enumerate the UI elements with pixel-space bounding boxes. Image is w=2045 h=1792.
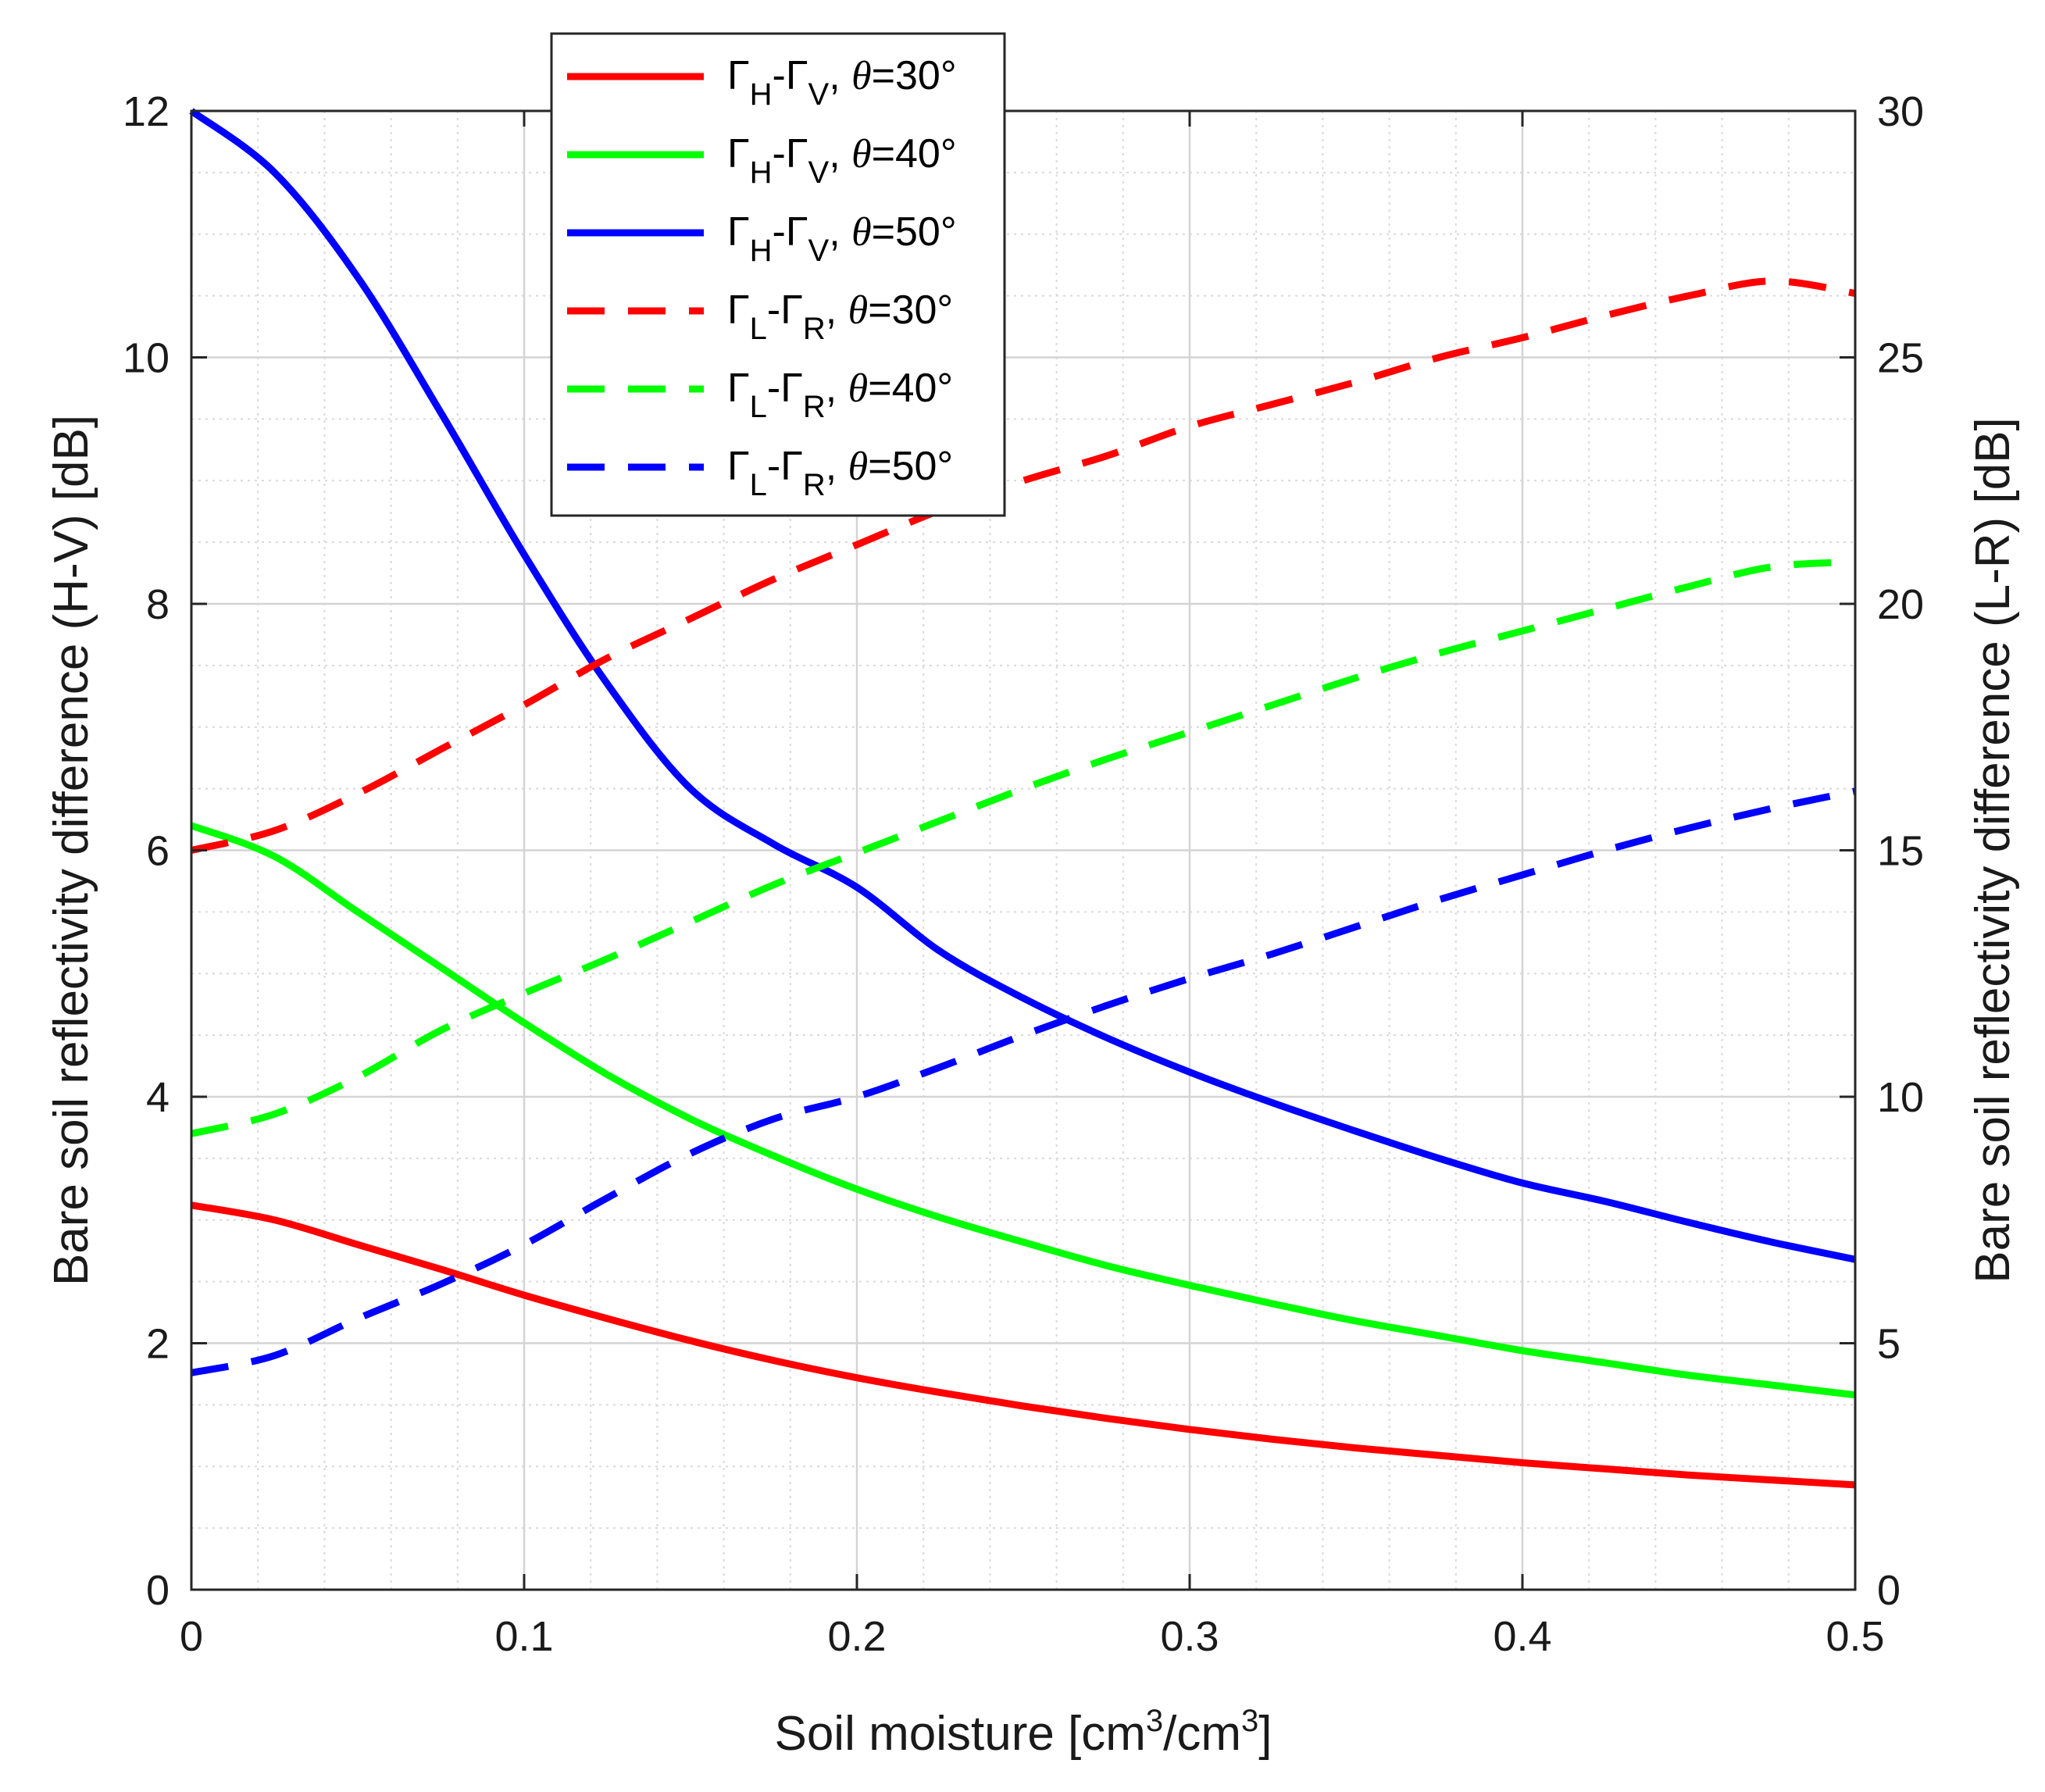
legend-label-5: ΓL-ΓR, θ=40°: [727, 366, 953, 424]
y-axis-label-left: Bare soil reflectivity difference (H-V) …: [45, 415, 98, 1286]
legend-label-2: ΓH-ΓV, θ=40°: [727, 131, 957, 190]
legend-label-1: ΓH-ΓV, θ=30°: [727, 53, 957, 112]
legend-label-3: ΓH-ΓV, θ=50°: [727, 209, 957, 268]
y-axis-label-right: Bare soil reflectivity difference (L-R) …: [1966, 417, 2020, 1283]
legend-label-4: ΓL-ΓR, θ=30°: [727, 287, 953, 346]
y-tick-label-right: 5: [1877, 1321, 1900, 1368]
y-tick-label-right: 0: [1877, 1567, 1900, 1614]
y-tick-label-left: 0: [146, 1567, 170, 1614]
x-tick-label: 0.5: [1826, 1613, 1884, 1660]
series-line-2: [190, 822, 1856, 1399]
legend-box: [550, 32, 1006, 517]
series-line-6: [191, 787, 1856, 1376]
y-tick-label-left: 12: [123, 88, 170, 135]
y-tick-label-right: 30: [1877, 88, 1924, 135]
y-tick-label-left: 2: [146, 1321, 170, 1368]
x-tick-label: 0.4: [1493, 1613, 1551, 1660]
y-tick-label-right: 15: [1877, 828, 1924, 875]
series-layer: [189, 108, 1856, 1489]
series-line-5: [190, 558, 1856, 1137]
series-line-4: [190, 277, 1856, 854]
series-line-1: [191, 1201, 1856, 1489]
y-tick-label-right: 25: [1877, 335, 1924, 382]
y-tick-label-right: 20: [1877, 581, 1924, 628]
legend-label-6: ΓL-ΓR, θ=50°: [727, 444, 953, 502]
x-tick-label: 0: [180, 1613, 203, 1660]
y-tick-label-left: 8: [146, 581, 170, 628]
x-axis-label: Soil moisture [cm3/cm3]: [774, 1704, 1272, 1761]
y-tick-label-left: 10: [123, 335, 170, 382]
y-tick-label-right: 10: [1877, 1074, 1924, 1121]
x-tick-label: 0.1: [494, 1613, 553, 1660]
series-line-3: [189, 108, 1856, 1263]
x-tick-label: 0.2: [827, 1613, 886, 1660]
y-tick-label-left: 6: [146, 828, 170, 875]
y-tick-label-left: 4: [146, 1074, 170, 1121]
legend: ΓH-ΓV, θ=30° ΓH-ΓV, θ=40° ΓH-ΓV, θ=50° ΓL-Γ…: [550, 32, 1006, 517]
x-tick-label: 0.3: [1160, 1613, 1219, 1660]
